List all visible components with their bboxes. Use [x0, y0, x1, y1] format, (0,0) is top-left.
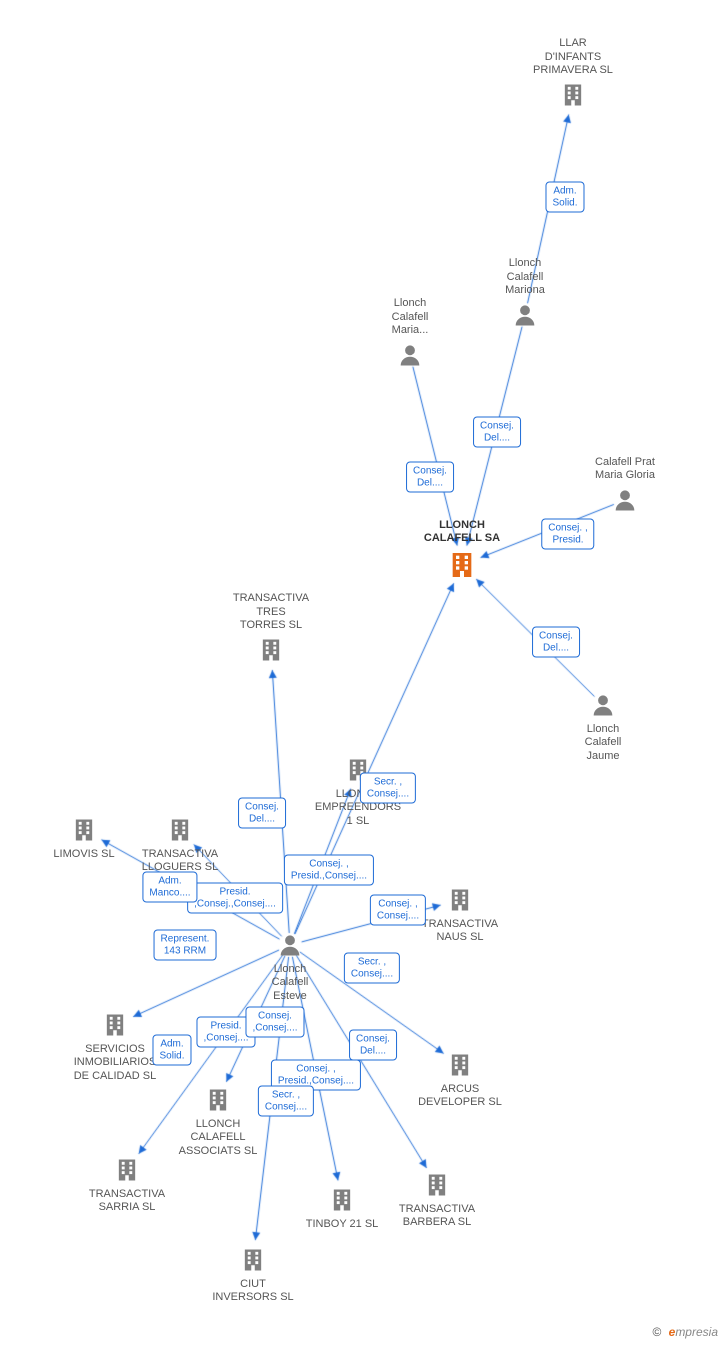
node-label: Llonch Calafell Mariona — [465, 257, 585, 297]
edge-label: Secr. , Consej.... — [344, 953, 400, 984]
edge-label: Represent. 143 RRM — [154, 930, 217, 961]
edge-label: Adm. Solid. — [152, 1035, 191, 1066]
person-icon — [230, 931, 350, 963]
company-node[interactable]: ARCUS DEVELOPER SL — [400, 1051, 520, 1114]
node-label: LLONCH CALAFELL ASSOCIATS SL — [158, 1118, 278, 1158]
person-icon — [350, 341, 470, 373]
edge-label: Secr. , Consej.... — [360, 773, 416, 804]
edge-label: Consej. , Presid. — [541, 519, 594, 550]
building-icon — [513, 81, 633, 113]
edge-label: Consej. Del.... — [406, 462, 454, 493]
company-node[interactable]: TRANSACTIVA SARRIA SL — [67, 1156, 187, 1219]
edge-label: Consej. Del.... — [238, 798, 286, 829]
company-node[interactable]: LLONCH CALAFELL SA — [402, 519, 522, 586]
node-label: Calafell Prat Maria Gloria — [565, 456, 685, 482]
node-label: TRANSACTIVA SARRIA SL — [67, 1188, 187, 1214]
company-node[interactable]: CIUT INVERSORS SL — [193, 1246, 313, 1309]
node-label: CIUT INVERSORS SL — [193, 1278, 313, 1304]
edge-label: Consej. Del.... — [532, 627, 580, 658]
edge-label: Consej. , Consej.... — [370, 895, 426, 926]
person-icon — [465, 301, 585, 333]
company-node[interactable]: TRANSACTIVA LLOGUERS SL — [120, 816, 240, 879]
person-node[interactable]: Calafell Prat Maria Gloria — [565, 456, 685, 519]
node-label: LLAR D'INFANTS PRIMAVERA SL — [513, 37, 633, 77]
company-node[interactable]: TINBOY 21 SL — [282, 1186, 402, 1235]
building-icon — [402, 549, 522, 585]
edge-label: Consej. , Presid.,Consej.... — [284, 855, 374, 886]
building-icon — [400, 1051, 520, 1083]
node-label: LLONCH CALAFELL SA — [402, 519, 522, 545]
node-label: Llonch Calafell Maria... — [350, 297, 470, 337]
person-node[interactable]: Llonch Calafell Esteve — [230, 931, 350, 1007]
company-node[interactable]: LLAR D'INFANTS PRIMAVERA SL — [513, 37, 633, 113]
copyright-symbol: © — [652, 1325, 661, 1339]
edge-label: Consej. Del.... — [473, 417, 521, 448]
node-label: Llonch Calafell Jaume — [543, 723, 663, 763]
person-node[interactable]: Llonch Calafell Jaume — [543, 691, 663, 767]
company-node[interactable]: TRANSACTIVA TRES TORRES SL — [211, 592, 331, 668]
building-icon — [193, 1246, 313, 1278]
person-icon — [565, 486, 685, 518]
edge-label: Adm. Manco.... — [142, 872, 197, 903]
node-label: ARCUS DEVELOPER SL — [400, 1083, 520, 1109]
node-label: Llonch Calafell Esteve — [230, 963, 350, 1003]
building-icon — [67, 1156, 187, 1188]
footer: © empresia — [652, 1325, 718, 1339]
person-icon — [543, 691, 663, 723]
person-node[interactable]: Llonch Calafell Mariona — [465, 257, 585, 333]
building-icon — [120, 816, 240, 848]
edge-label: Consej. ,Consej.... — [245, 1007, 304, 1038]
building-icon — [282, 1186, 402, 1218]
person-node[interactable]: Llonch Calafell Maria... — [350, 297, 470, 373]
node-label: TINBOY 21 SL — [282, 1218, 402, 1231]
brand-rest: mpresia — [675, 1325, 718, 1339]
edge-label: Consej. Del.... — [349, 1030, 397, 1061]
edge-label: Secr. , Consej.... — [258, 1086, 314, 1117]
edge-label: Presid. ,Consej.,Consej.... — [187, 883, 283, 914]
building-icon — [211, 636, 331, 668]
node-label: TRANSACTIVA TRES TORRES SL — [211, 592, 331, 632]
network-canvas — [0, 0, 728, 1345]
edge-label: Adm. Solid. — [545, 182, 584, 213]
